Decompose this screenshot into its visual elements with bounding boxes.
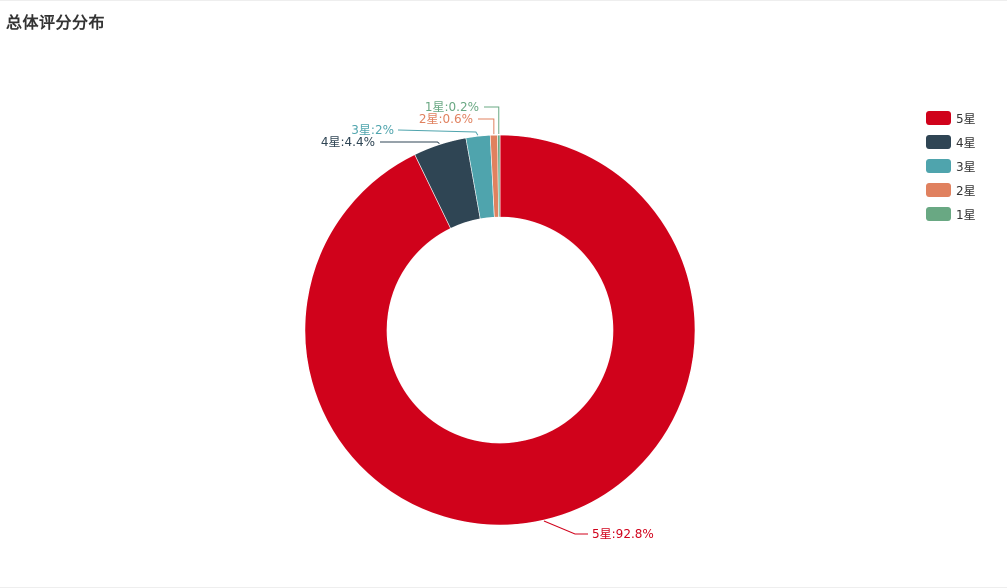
legend-swatch bbox=[926, 207, 951, 221]
slice-labels: 5星:92.8% 4星:4.4%3星:2% 2星:0.6%1星:0.2% bbox=[321, 100, 654, 541]
legend-swatch bbox=[926, 159, 951, 173]
slice-label-2: 4星:4.4% bbox=[321, 135, 375, 149]
leader-line-1 bbox=[543, 520, 588, 535]
legend-label: 4星 bbox=[956, 135, 976, 150]
leader-line-4 bbox=[478, 118, 495, 135]
slice-label-3: 3星:2% bbox=[351, 123, 394, 137]
legend-swatch bbox=[926, 183, 951, 197]
legend-label: 3星 bbox=[956, 159, 976, 174]
chart-title: 总体评分分布 bbox=[6, 13, 106, 32]
donut-slice-1[interactable] bbox=[304, 134, 696, 526]
legend-swatch bbox=[926, 135, 951, 149]
slice-label-1: 5星:92.8% bbox=[592, 527, 654, 541]
slice-label-4: 2星:0.6% bbox=[419, 112, 473, 126]
legend-item-1[interactable]: 5星 bbox=[926, 106, 976, 130]
legend-item-2[interactable]: 4星 bbox=[926, 130, 976, 154]
legend-item-3[interactable]: 3星 bbox=[926, 154, 976, 178]
legend-label: 5星 bbox=[956, 111, 976, 126]
donut-slice-5[interactable] bbox=[497, 134, 501, 218]
donut-slices bbox=[304, 134, 696, 526]
label-leader-lines bbox=[380, 106, 588, 535]
slice-label-5: 1星:0.2% bbox=[425, 100, 479, 114]
leader-line-5 bbox=[484, 106, 500, 135]
leader-line-2 bbox=[380, 141, 440, 144]
chart-legend: 5星 4星 3星 2星 1星 bbox=[926, 106, 976, 226]
leader-line-3 bbox=[397, 129, 479, 136]
legend-label: 1星 bbox=[956, 207, 976, 222]
legend-swatch bbox=[926, 111, 951, 125]
legend-item-5[interactable]: 1星 bbox=[926, 202, 976, 226]
legend-label: 2星 bbox=[956, 183, 976, 198]
legend-item-4[interactable]: 2星 bbox=[926, 178, 976, 202]
